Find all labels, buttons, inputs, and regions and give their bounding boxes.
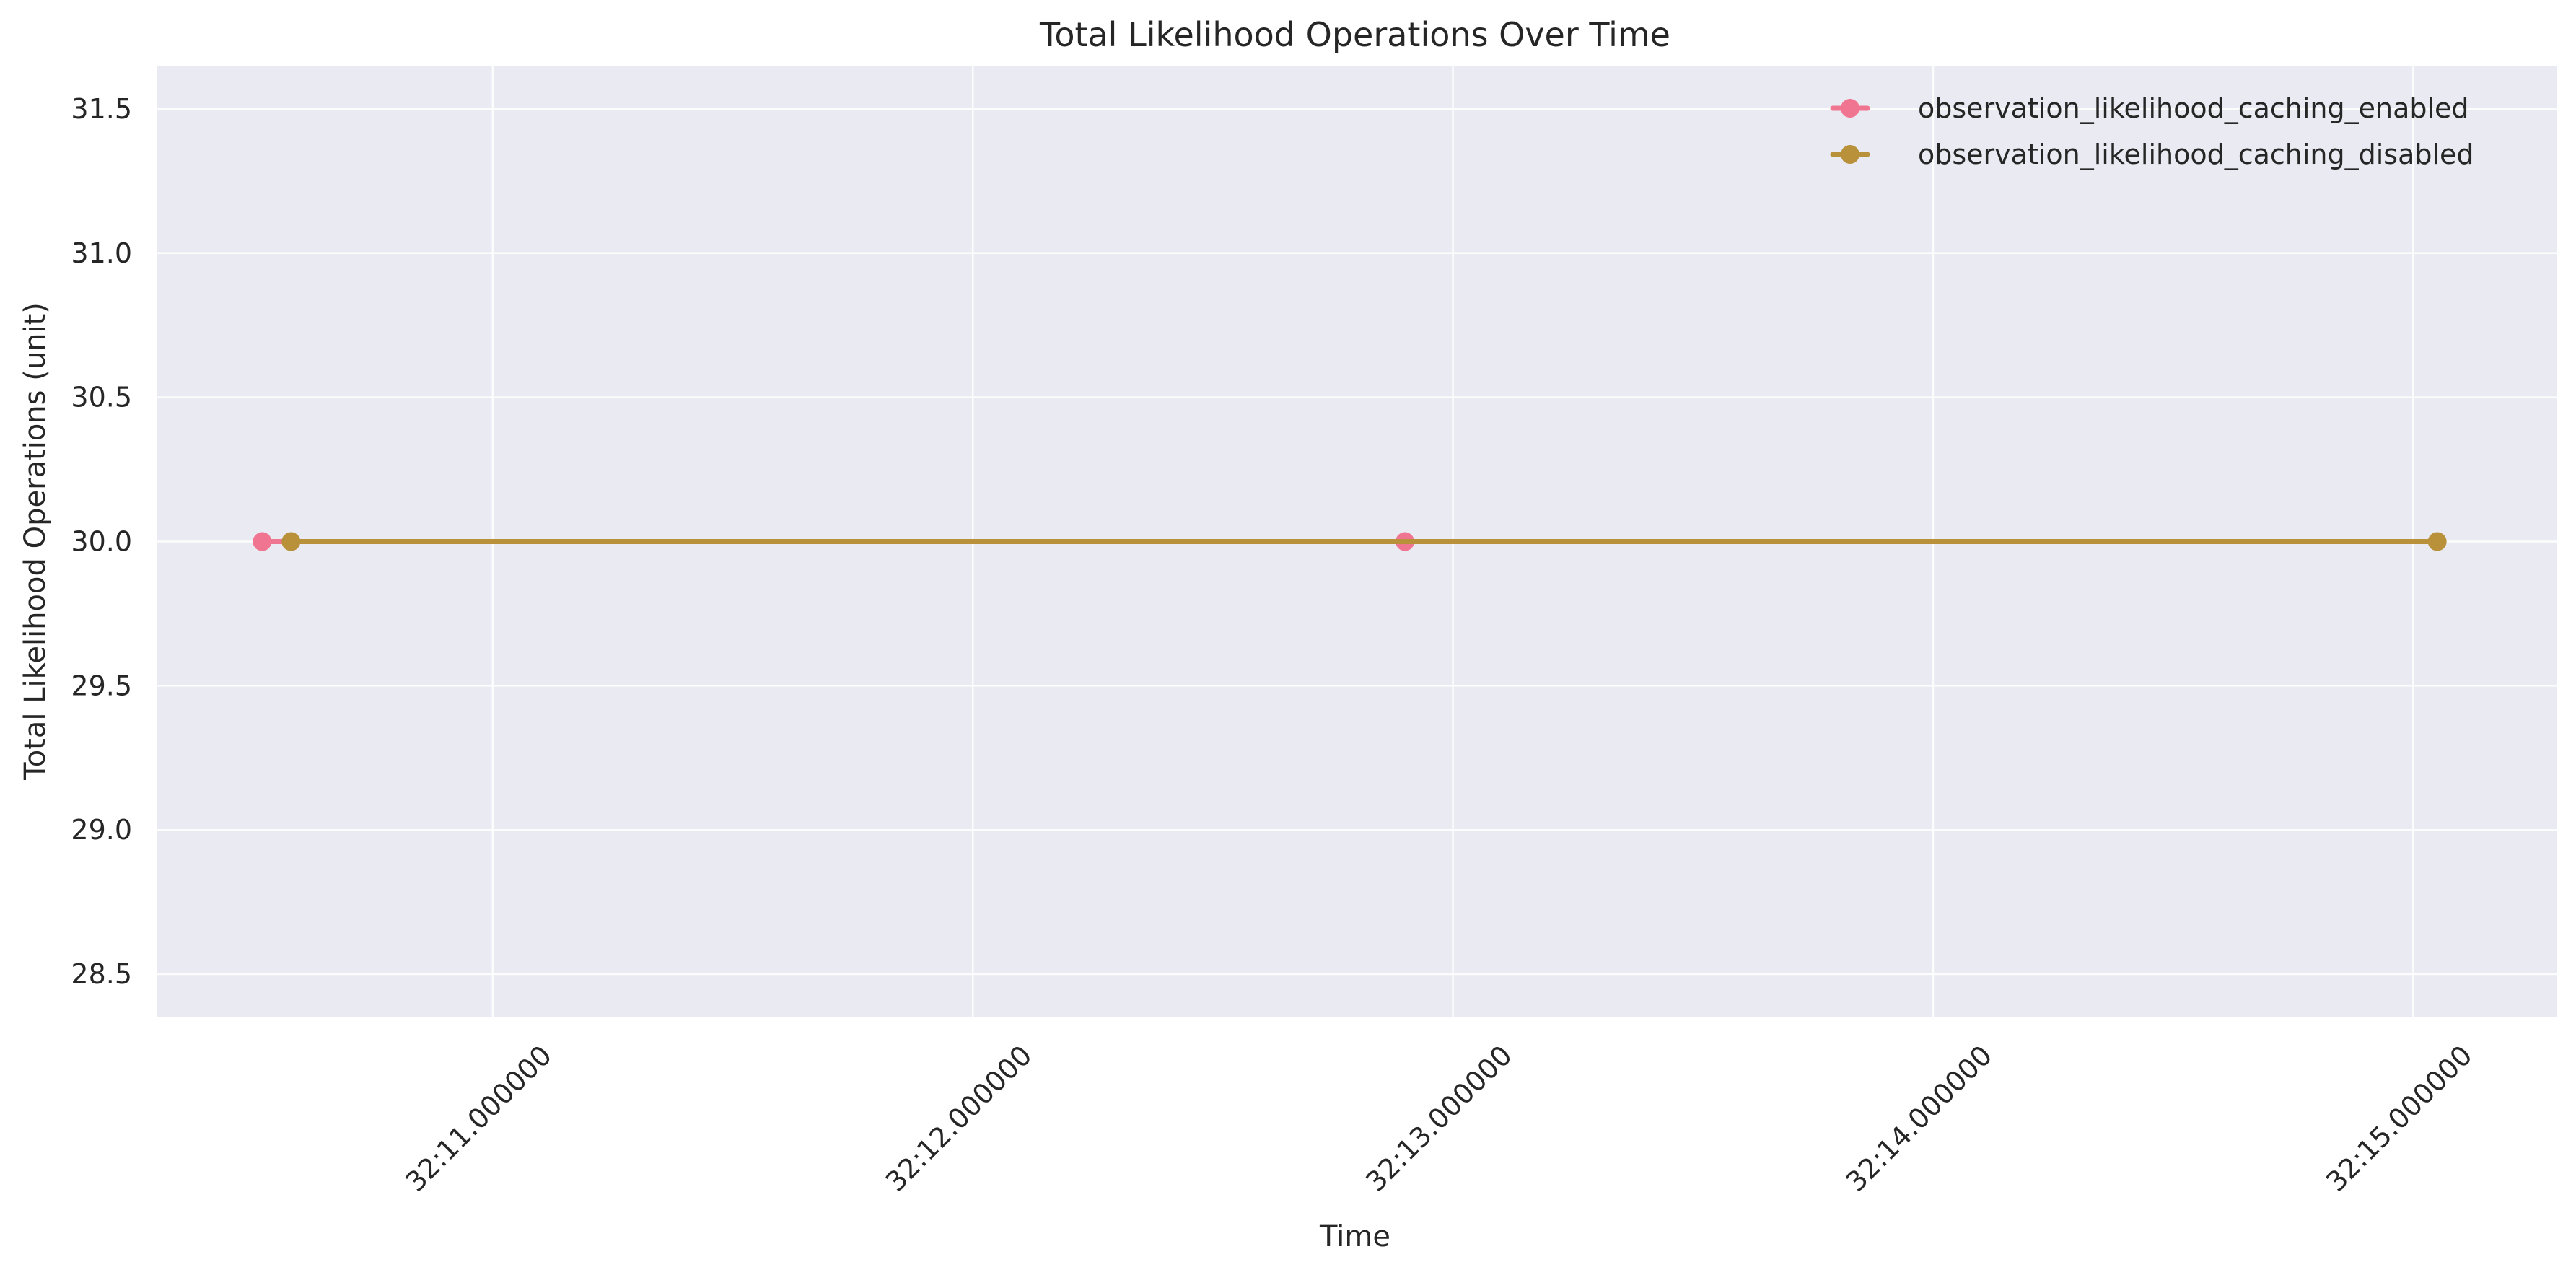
x-tick-label: 32:15.000000 (2320, 1039, 2479, 1198)
y-tick-label: 29.0 (71, 814, 132, 846)
x-axis-label: Time (1319, 1220, 1390, 1253)
legend-swatch-marker (1841, 99, 1859, 118)
y-tick-label: 28.5 (71, 958, 132, 990)
legend: observation_likelihood_caching_enabledob… (1830, 92, 2474, 170)
y-tick-label: 31.5 (71, 93, 132, 125)
series-point (253, 532, 272, 551)
chart-title: Total Likelihood Operations Over Time (1039, 15, 1670, 54)
y-axis-label: Total Likelihood Operations (unit) (19, 302, 52, 781)
legend-label: observation_likelihood_caching_enabled (1918, 92, 2469, 124)
y-tick-label: 31.0 (71, 237, 132, 269)
series-observation_likelihood_caching_disabled (281, 532, 2447, 551)
legend-swatch-marker (1841, 145, 1859, 164)
x-tick-label: 32:11.000000 (399, 1039, 558, 1198)
legend-item: observation_likelihood_caching_disabled (1830, 139, 2474, 170)
series-point (2427, 532, 2447, 551)
y-tick-label: 29.5 (71, 670, 132, 701)
legend-item: observation_likelihood_caching_enabled (1830, 92, 2469, 124)
y-tick-label: 30.0 (71, 526, 132, 558)
series-layer (253, 532, 2447, 551)
x-tick-label: 32:12.000000 (880, 1039, 1038, 1198)
y-tick-label: 30.5 (71, 382, 132, 413)
x-tick-label: 32:13.000000 (1359, 1039, 1518, 1198)
legend-label: observation_likelihood_caching_disabled (1918, 139, 2474, 170)
series-point (281, 532, 301, 551)
x-tick-label: 32:14.000000 (1840, 1039, 1999, 1198)
